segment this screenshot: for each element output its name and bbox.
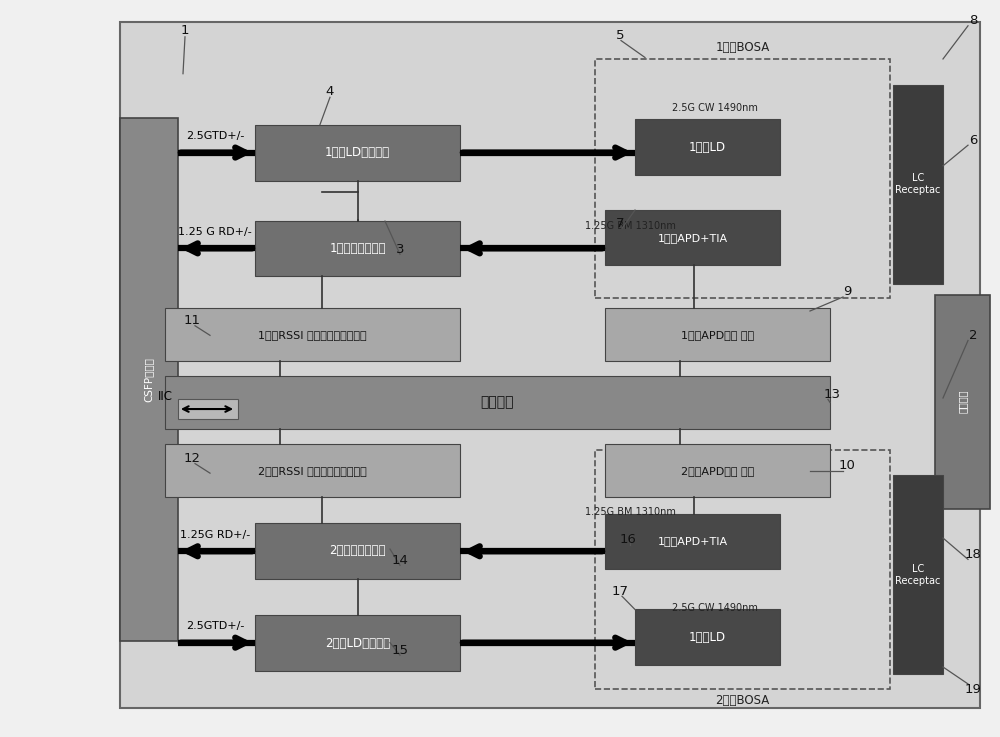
Text: 9: 9	[843, 285, 851, 298]
Text: 1通道LD: 1通道LD	[689, 631, 726, 643]
Bar	[605, 514, 780, 569]
Bar	[120, 118, 178, 641]
Text: LC
Receptac: LC Receptac	[895, 173, 941, 195]
Text: 4: 4	[326, 85, 334, 98]
Text: 2通道限幅放大器: 2通道限幅放大器	[329, 545, 386, 557]
Bar	[165, 444, 460, 497]
Text: 1通道RSSI 电流镜像及采保电路: 1通道RSSI 电流镜像及采保电路	[258, 329, 367, 340]
Bar	[178, 399, 238, 419]
Text: 1通道限幅放大器: 1通道限幅放大器	[329, 242, 386, 255]
Text: 1: 1	[181, 24, 189, 38]
Text: 7: 7	[616, 217, 624, 230]
Text: 18: 18	[965, 548, 981, 561]
Bar	[165, 308, 460, 361]
Text: 2.5GTD+/-: 2.5GTD+/-	[186, 621, 244, 632]
Text: 2通道BOSA: 2通道BOSA	[715, 694, 770, 707]
Text: 2.5G CW 1490nm: 2.5G CW 1490nm	[672, 103, 758, 113]
Text: 13: 13	[824, 388, 840, 401]
Text: 2通道APD升压 电路: 2通道APD升压 电路	[681, 466, 754, 476]
Bar	[605, 444, 830, 497]
Text: 1.25 G RD+/-: 1.25 G RD+/-	[178, 227, 252, 237]
Bar	[605, 210, 780, 265]
Bar	[255, 125, 460, 181]
Text: 1通道APD+TIA: 1通道APD+TIA	[657, 537, 728, 546]
Bar	[635, 609, 780, 665]
Bar	[935, 295, 990, 509]
Text: 1.25G BM 1310nm: 1.25G BM 1310nm	[585, 221, 675, 231]
Text: 辅助电源: 辅助电源	[958, 390, 968, 413]
Text: 15: 15	[392, 643, 409, 657]
Text: 12: 12	[184, 452, 200, 465]
Text: 6: 6	[969, 133, 977, 147]
Bar	[893, 475, 943, 674]
Text: 1通道LD: 1通道LD	[689, 141, 726, 153]
Text: 5: 5	[616, 29, 624, 42]
Bar	[605, 308, 830, 361]
Bar	[595, 59, 890, 298]
Text: 1通道BOSA: 1通道BOSA	[715, 41, 770, 55]
Bar	[595, 450, 890, 689]
Text: 2.5G CW 1490nm: 2.5G CW 1490nm	[672, 603, 758, 613]
Text: 1通道APD+TIA: 1通道APD+TIA	[657, 233, 728, 242]
Text: 3: 3	[396, 242, 404, 256]
Text: 2.5GTD+/-: 2.5GTD+/-	[186, 130, 244, 141]
Bar	[255, 523, 460, 579]
Text: 微控制器: 微控制器	[481, 396, 514, 409]
Bar	[255, 615, 460, 671]
Text: IIC: IIC	[158, 390, 173, 403]
Text: LC
Receptac: LC Receptac	[895, 564, 941, 586]
Text: 1.25G BM 1310nm: 1.25G BM 1310nm	[585, 507, 675, 517]
Text: 1通道APD升压 电路: 1通道APD升压 电路	[681, 329, 754, 340]
Bar	[635, 119, 780, 175]
Bar	[893, 85, 943, 284]
Text: CSFP干线路: CSFP干线路	[144, 357, 154, 402]
Bar	[165, 376, 830, 429]
Bar	[255, 221, 460, 276]
Text: 11: 11	[184, 314, 200, 327]
Text: 1.25G RD+/-: 1.25G RD+/-	[180, 530, 250, 540]
Text: 8: 8	[969, 14, 977, 27]
Text: 1通道LD驱动电路: 1通道LD驱动电路	[325, 147, 390, 159]
Text: 14: 14	[392, 553, 408, 567]
Bar	[120, 22, 980, 708]
Text: 2通道RSSI 电流镜像及采保电路: 2通道RSSI 电流镜像及采保电路	[258, 466, 367, 476]
Text: 2: 2	[969, 329, 977, 342]
Text: 16: 16	[620, 533, 636, 546]
Text: 10: 10	[839, 459, 855, 472]
Text: 17: 17	[612, 584, 629, 598]
Text: 19: 19	[965, 682, 981, 696]
Text: 2通道LD驱动电路: 2通道LD驱动电路	[325, 637, 390, 649]
